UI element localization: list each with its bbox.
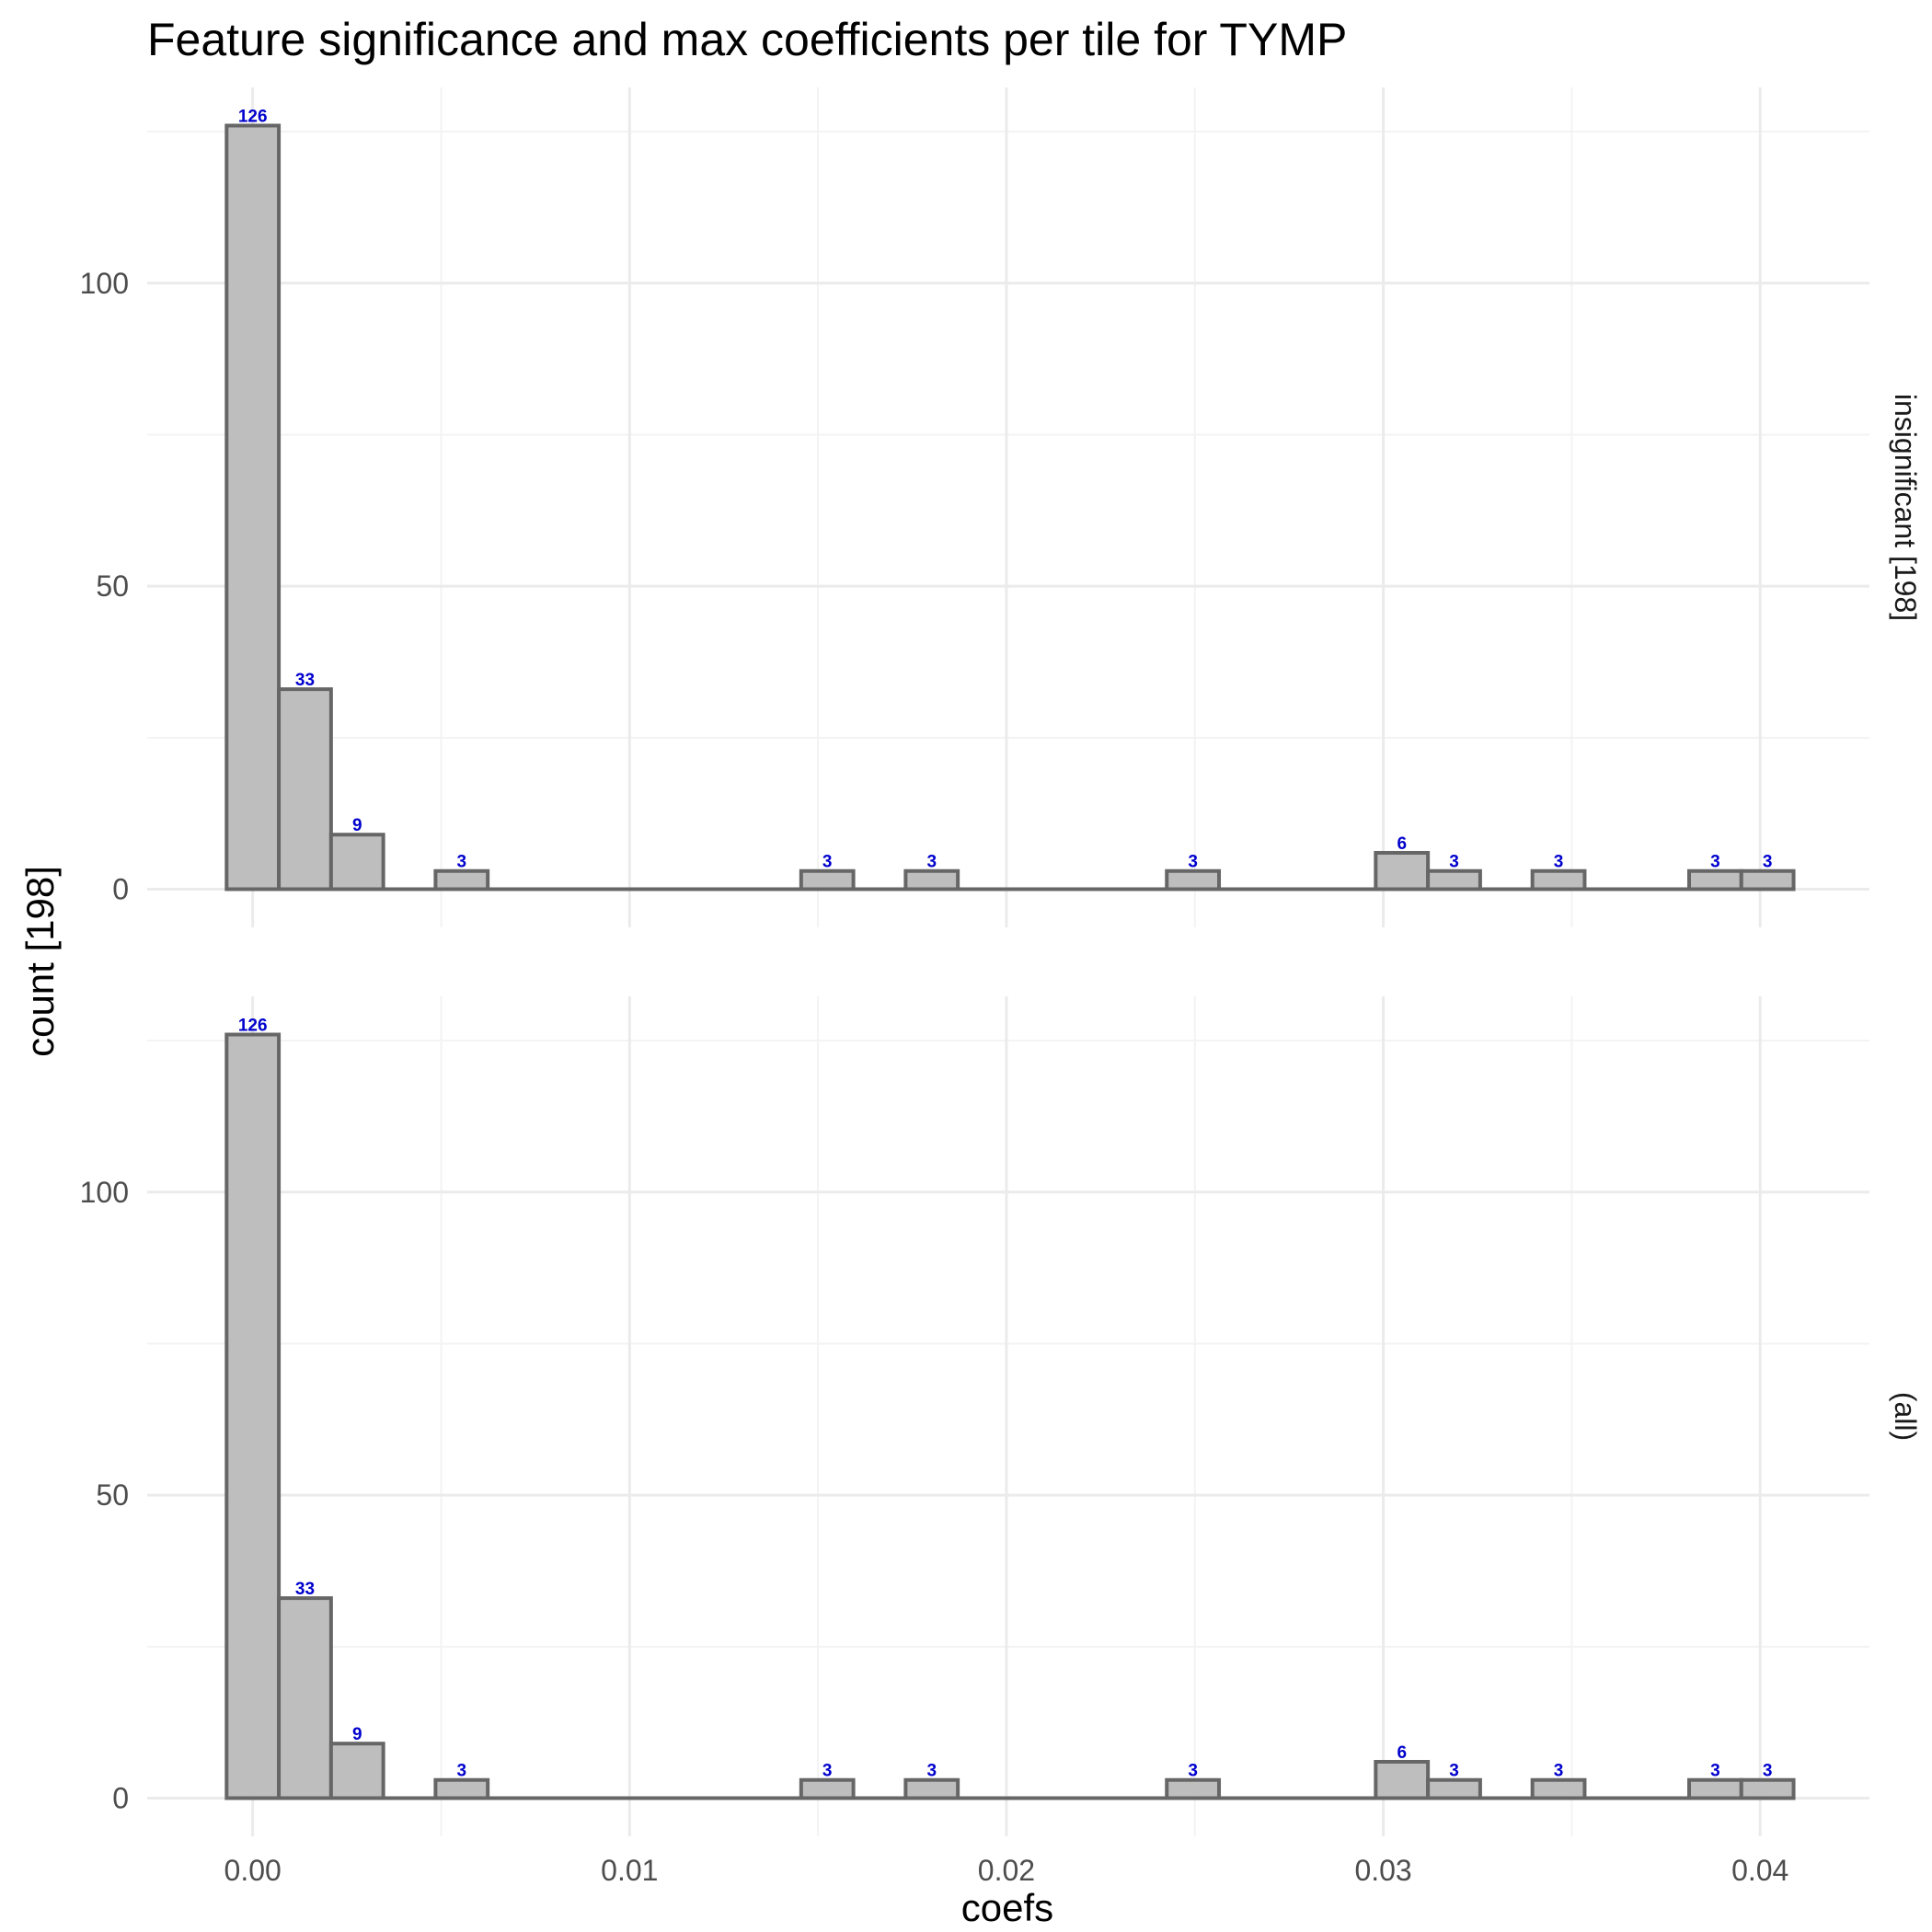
x-tick-label: 0.04	[1731, 1854, 1788, 1887]
histogram-bar	[277, 1596, 333, 1800]
bar-count-label: 33	[295, 1580, 315, 1599]
bar-count-label: 3	[1710, 853, 1720, 872]
histogram-bar	[1426, 1777, 1482, 1800]
y-tick-label: 0	[112, 1782, 129, 1815]
bar-count-label: 3	[822, 853, 833, 872]
bar-count-label: 6	[1397, 834, 1407, 854]
y-tick-label: 100	[80, 267, 129, 300]
bar-count-label: 3	[1449, 1762, 1459, 1781]
histogram-bar	[433, 868, 490, 891]
chart-title: Feature significance and max coefficient…	[147, 14, 1347, 65]
bar-count-label: 33	[295, 671, 315, 690]
bar-count-label: 3	[1763, 1762, 1773, 1781]
histogram-bar	[903, 868, 960, 891]
histogram-bar	[328, 833, 385, 891]
histogram-bar	[1530, 1777, 1587, 1800]
bar-count-label: 3	[1188, 853, 1198, 872]
x-tick-label: 0.03	[1354, 1854, 1411, 1887]
histogram-bar	[799, 1777, 856, 1800]
histogram-bar	[277, 687, 333, 891]
histogram-bar	[1686, 1777, 1743, 1800]
bar-count-label: 3	[1554, 853, 1564, 872]
histogram-bar	[1374, 850, 1431, 891]
histogram-bar	[1165, 868, 1222, 891]
histogram-bar	[903, 1777, 960, 1800]
bar-count-label: 3	[457, 1762, 467, 1781]
bar-count-label: 3	[1188, 1762, 1198, 1781]
bar-count-label: 3	[1554, 1762, 1564, 1781]
bar-count-label: 9	[352, 816, 362, 835]
y-tick-label: 50	[96, 1478, 129, 1512]
histogram-bar	[1426, 868, 1482, 891]
bar-count-label: 126	[238, 108, 268, 127]
facet-strip-label: insignificant [198]	[1889, 394, 1922, 621]
x-tick-label: 0.01	[601, 1854, 658, 1887]
facet-strip-label: (all)	[1889, 1392, 1922, 1441]
histogram-bar	[1374, 1759, 1431, 1800]
y-axis-title: count [198]	[18, 866, 62, 1057]
histogram-bar	[328, 1742, 385, 1800]
bar-count-label: 3	[1710, 1762, 1720, 1781]
histogram-bar	[433, 1777, 490, 1800]
y-tick-label: 100	[80, 1176, 129, 1209]
x-tick-label: 0.00	[224, 1854, 282, 1887]
bar-count-label: 3	[1449, 853, 1459, 872]
histogram-bar	[1739, 1777, 1796, 1800]
x-tick-label: 0.02	[978, 1854, 1035, 1887]
bar-count-label: 3	[926, 1762, 937, 1781]
bar-count-label: 9	[352, 1725, 362, 1744]
bar-count-label: 3	[926, 853, 937, 872]
histogram-bar	[799, 868, 856, 891]
histogram-bar	[224, 1032, 282, 1800]
bar-count-label: 6	[1397, 1743, 1407, 1763]
histogram-bar	[224, 123, 282, 891]
bar-count-label: 3	[457, 853, 467, 872]
bar-count-label: 3	[1763, 853, 1773, 872]
bar-count-label: 126	[238, 1017, 268, 1036]
y-tick-label: 50	[96, 569, 129, 603]
bar-count-label: 3	[822, 1762, 833, 1781]
y-tick-label: 0	[112, 873, 129, 906]
histogram-bar	[1530, 868, 1587, 891]
histogram-bar	[1686, 868, 1743, 891]
histogram-bar	[1739, 868, 1796, 891]
x-axis-title: coefs	[961, 1886, 1053, 1929]
histogram-bar	[1165, 1777, 1222, 1800]
